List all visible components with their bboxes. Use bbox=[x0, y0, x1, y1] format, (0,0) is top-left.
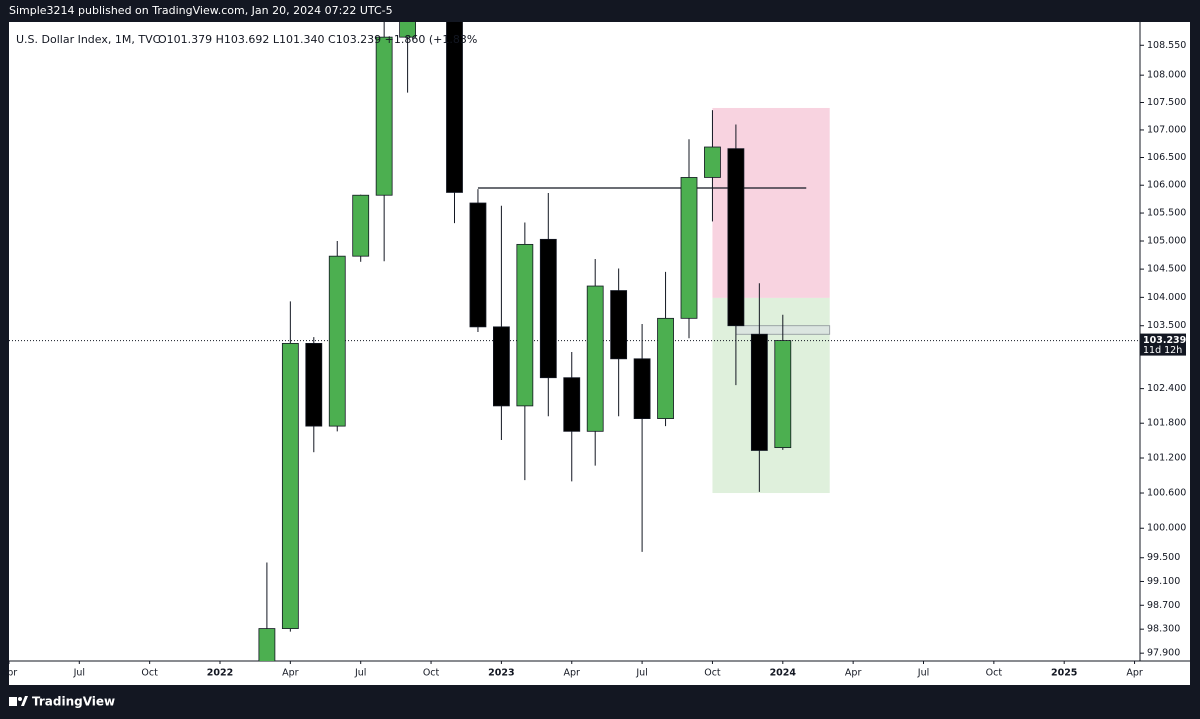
y-tick-label: 104.500 bbox=[1147, 264, 1186, 275]
candle-body bbox=[563, 377, 581, 432]
candle-body bbox=[586, 285, 604, 432]
x-tick-label: 2024 bbox=[770, 668, 797, 679]
footer-logo bbox=[9, 696, 28, 706]
x-tick-label: Apr bbox=[1, 668, 18, 679]
y-tick-label: 107.000 bbox=[1147, 124, 1186, 135]
x-tick-label: Apr bbox=[282, 668, 299, 679]
countdown-label: 11d 12h bbox=[1143, 345, 1182, 356]
y-tick-label: 108.000 bbox=[1147, 70, 1186, 81]
candle-body bbox=[281, 342, 299, 629]
y-tick-label: 99.100 bbox=[1147, 576, 1180, 587]
y-tick-label: 101.200 bbox=[1147, 453, 1186, 464]
x-tick-label: Jul bbox=[73, 668, 85, 679]
candle-body bbox=[352, 194, 370, 257]
candle-body bbox=[492, 326, 510, 407]
x-tick-label: Oct bbox=[986, 668, 1003, 679]
y-tick-label: 100.000 bbox=[1147, 523, 1186, 534]
y-tick-label: 99.500 bbox=[1147, 552, 1180, 563]
y-tick-label: 105.500 bbox=[1147, 208, 1186, 219]
candle-body bbox=[774, 340, 792, 449]
y-tick-label: 98.300 bbox=[1147, 624, 1180, 635]
x-tick-label: Oct bbox=[704, 668, 721, 679]
last-price-label: 103.239 bbox=[1143, 335, 1186, 346]
candle-body bbox=[750, 333, 768, 451]
candle-body bbox=[258, 628, 276, 661]
x-tick-label: Apr bbox=[845, 668, 862, 679]
x-tick-label: Oct bbox=[141, 668, 158, 679]
footer-brand: TradingView bbox=[32, 695, 115, 709]
plot bbox=[9, 22, 1140, 661]
candle-body bbox=[680, 177, 698, 319]
x-tick-label: Apr bbox=[1126, 668, 1143, 679]
last-price-box bbox=[1140, 333, 1186, 356]
x-tick-label: 2023 bbox=[488, 668, 514, 679]
y-tick-label: 102.400 bbox=[1147, 383, 1186, 394]
y-tick-label: 103.500 bbox=[1147, 320, 1186, 331]
y-tick-label: 108.550 bbox=[1147, 40, 1186, 51]
y-tick-label: 105.000 bbox=[1147, 236, 1186, 247]
candle-body bbox=[657, 317, 674, 419]
x-tick-label: 2025 bbox=[1051, 668, 1077, 679]
candle-body bbox=[328, 255, 346, 427]
candle-body bbox=[446, 22, 463, 193]
candle-body bbox=[610, 290, 628, 360]
candle-body bbox=[399, 22, 417, 38]
candle-body bbox=[469, 202, 487, 328]
ohlc-line: O101.379 H103.692 L101.340 C103.239 +1.8… bbox=[158, 33, 477, 46]
x-tick-label: Jul bbox=[917, 668, 929, 679]
y-tick-label: 101.800 bbox=[1147, 418, 1186, 429]
y-tick-label: 106.500 bbox=[1147, 152, 1186, 163]
y-tick-label: 107.500 bbox=[1147, 97, 1186, 108]
y-tick-label: 100.600 bbox=[1147, 488, 1186, 499]
y-tick-label: 104.000 bbox=[1147, 292, 1186, 303]
candle-body bbox=[704, 146, 721, 178]
x-tick-label: Jul bbox=[635, 668, 647, 679]
candle-body bbox=[727, 148, 745, 327]
symbol-title: U.S. Dollar Index, 1M, TVC bbox=[16, 33, 161, 46]
x-tick-label: Jul bbox=[354, 668, 366, 679]
candle-body bbox=[539, 238, 557, 379]
candle-body bbox=[633, 358, 651, 419]
candle-body bbox=[305, 342, 323, 427]
candle-body bbox=[516, 243, 534, 407]
x-tick-label: 2022 bbox=[207, 668, 233, 679]
x-tick-label: Oct bbox=[423, 668, 440, 679]
x-tick-label: Apr bbox=[564, 668, 581, 679]
y-tick-label: 98.700 bbox=[1147, 600, 1180, 611]
y-tick-label: 97.900 bbox=[1147, 648, 1180, 659]
candle-body bbox=[375, 36, 393, 196]
y-tick-label: 106.000 bbox=[1147, 180, 1186, 191]
publisher-line: Simple3214 published on TradingView.com,… bbox=[9, 4, 393, 17]
